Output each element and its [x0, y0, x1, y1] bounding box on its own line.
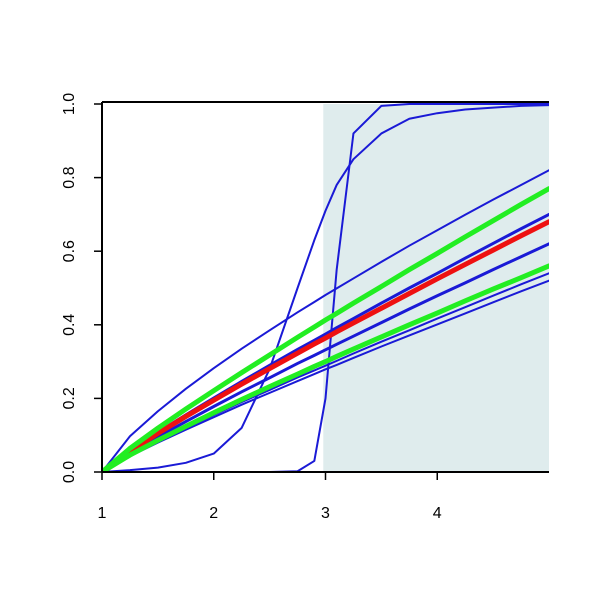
line	[102, 263, 549, 473]
line	[102, 169, 549, 473]
line	[102, 186, 549, 473]
x-tick-label: 1	[98, 505, 107, 522]
plot-area	[102, 103, 549, 473]
line	[102, 242, 549, 473]
y-tick-label: 0.8	[61, 166, 78, 188]
line	[102, 104, 549, 473]
y-tick-label: 0.2	[61, 387, 78, 409]
shaded-region	[323, 104, 549, 472]
y-tick-label: 0.6	[61, 240, 78, 262]
line	[102, 279, 549, 473]
line	[102, 219, 549, 473]
y-tick-label: 0.4	[61, 314, 78, 336]
x-tick-label: 2	[209, 505, 218, 522]
y-tick-label: 1.0	[61, 93, 78, 115]
x-tick-label: 3	[321, 505, 330, 522]
axes: 1 2 3 4 0.0 0.2 0.4 0.6 0.8 1.0	[61, 93, 549, 522]
x-tick-label: 4	[433, 505, 442, 522]
y-tick-label: 0.0	[61, 461, 78, 483]
